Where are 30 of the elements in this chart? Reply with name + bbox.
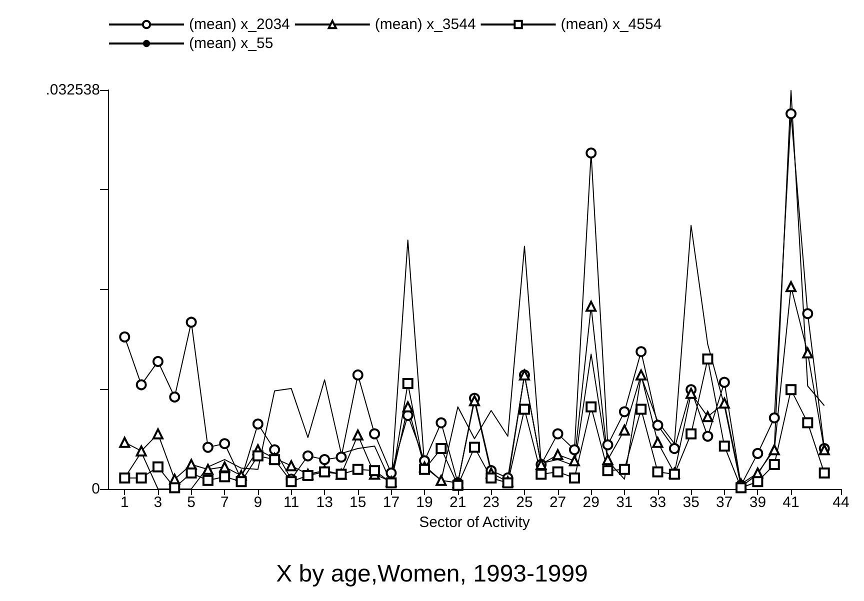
x-tick-label: 37 bbox=[716, 494, 733, 511]
x-tick-label: 1 bbox=[120, 494, 129, 511]
x-tick-label: 25 bbox=[516, 494, 533, 511]
x-tick-label: 31 bbox=[616, 494, 633, 511]
x-tick-label: 3 bbox=[154, 494, 162, 511]
x-tick-label: 5 bbox=[187, 494, 196, 511]
x-tick-label: 15 bbox=[350, 494, 366, 511]
x-tick-label: 41 bbox=[782, 494, 800, 511]
x-tick-label: 27 bbox=[549, 494, 566, 511]
x-tick-label: 29 bbox=[582, 494, 600, 511]
x-tick-label: 7 bbox=[220, 494, 229, 511]
x-tick-label: 33 bbox=[649, 494, 666, 511]
x-tick-label: 23 bbox=[482, 494, 500, 511]
text: X by age,Women, 1993-1999 bbox=[276, 560, 588, 588]
legend-label: (mean) x_4554 bbox=[560, 16, 662, 33]
y-tick-label: .032538 bbox=[46, 82, 100, 98]
legend-label: (mean) x_55 bbox=[189, 35, 274, 52]
x-tick-label: 39 bbox=[749, 494, 766, 511]
x-tick-label: 9 bbox=[254, 494, 262, 511]
legend-label: (mean) x_2034 bbox=[189, 16, 290, 33]
x-tick-label: 11 bbox=[283, 494, 300, 511]
x-tick-label: 21 bbox=[449, 494, 466, 511]
x-tick-label: 19 bbox=[416, 494, 433, 511]
x-tick-label: 35 bbox=[682, 494, 700, 511]
x-tick-label: 13 bbox=[316, 494, 333, 511]
x-axis-title: Sector of Activity bbox=[419, 514, 530, 531]
y-tick-label: 0 bbox=[92, 480, 100, 498]
x-tick-label: 17 bbox=[382, 494, 400, 511]
legend-label: (mean) x_3544 bbox=[374, 16, 476, 33]
x-tick-label: 44 bbox=[832, 494, 850, 511]
